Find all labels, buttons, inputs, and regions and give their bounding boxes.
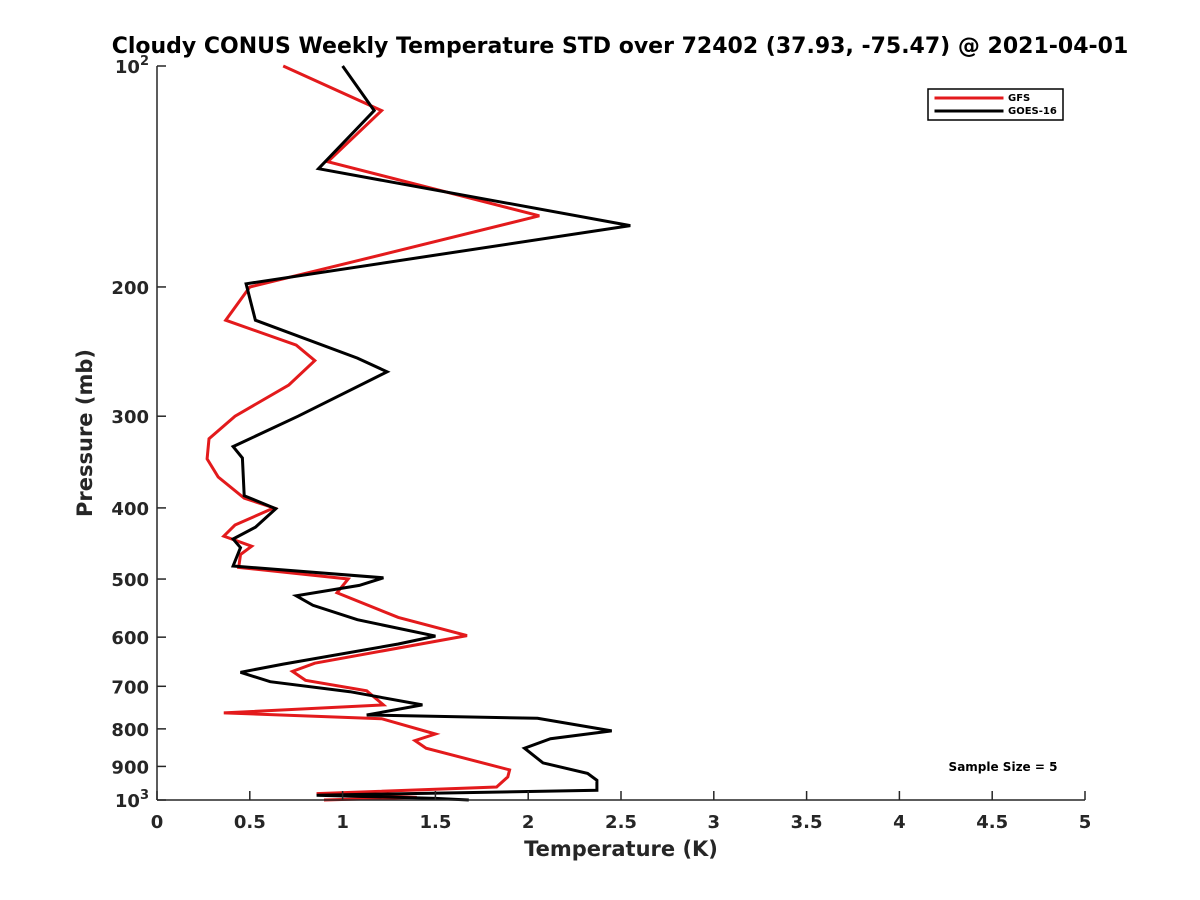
y-tick-label: 103	[115, 788, 149, 812]
y-tick-label: 400	[111, 499, 149, 520]
x-tick-label: 0	[151, 812, 164, 833]
y-axis-label: Pressure (mb)	[73, 349, 97, 517]
x-tick-label: 3.5	[791, 812, 823, 833]
series-group	[205, 64, 631, 802]
legend: GFS GOES-16	[927, 88, 1064, 121]
y-tick-label: 500	[111, 570, 149, 591]
x-tick-label: 5	[1079, 812, 1092, 833]
sample-size-annotation: Sample Size = 5	[949, 760, 1058, 774]
x-tick-label: 3	[708, 812, 721, 833]
y-axis-ticks: 102 200 300 400 500 600 700 800 900 103	[111, 54, 166, 812]
y-tick-label: 102	[115, 54, 149, 78]
plot-background	[157, 66, 1085, 800]
y-tick-label: 600	[111, 628, 149, 649]
x-axis-ticks: 0 0.5 1 1.5 2 2.5 3 3.5 4 4.5 5	[151, 791, 1092, 833]
x-tick-label: 1	[336, 812, 349, 833]
x-tick-label: 4.5	[976, 812, 1008, 833]
x-tick-label: 1.5	[419, 812, 451, 833]
y-tick-label: 900	[111, 757, 149, 778]
legend-label-goes16: GOES-16	[1008, 106, 1057, 117]
x-tick-label: 0.5	[234, 812, 266, 833]
x-tick-label: 2	[522, 812, 535, 833]
legend-label-gfs: GFS	[1008, 93, 1030, 104]
x-axis-label: Temperature (K)	[524, 837, 718, 861]
legend-box	[927, 88, 1064, 121]
series-line-gfs	[205, 64, 540, 802]
y-tick-label: 800	[111, 720, 149, 741]
y-tick-label: 200	[111, 278, 149, 299]
x-tick-label: 4	[893, 812, 906, 833]
y-tick-label: 300	[111, 407, 149, 428]
chart-title: Cloudy CONUS Weekly Temperature STD over…	[112, 34, 1129, 59]
series-line-goes16	[230, 65, 631, 802]
y-tick-label: 700	[111, 677, 149, 698]
x-tick-label: 2.5	[605, 812, 637, 833]
